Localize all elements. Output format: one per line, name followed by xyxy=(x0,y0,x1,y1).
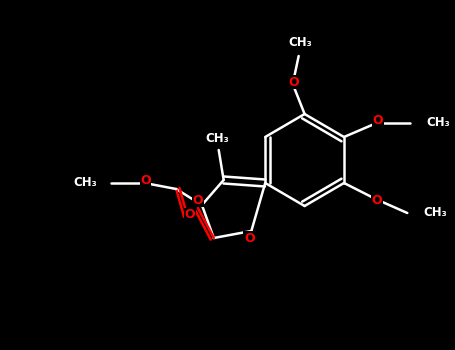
Text: CH₃: CH₃ xyxy=(206,132,230,145)
Text: O: O xyxy=(288,76,299,89)
Text: CH₃: CH₃ xyxy=(426,117,450,130)
Text: O: O xyxy=(244,231,255,245)
Text: CH₃: CH₃ xyxy=(423,206,447,219)
Text: O: O xyxy=(371,194,382,206)
Text: O: O xyxy=(185,209,195,222)
Text: O: O xyxy=(192,194,203,206)
Text: CH₃: CH₃ xyxy=(289,36,313,49)
Text: O: O xyxy=(140,175,151,188)
Text: O: O xyxy=(372,114,383,127)
Text: CH₃: CH₃ xyxy=(73,176,97,189)
